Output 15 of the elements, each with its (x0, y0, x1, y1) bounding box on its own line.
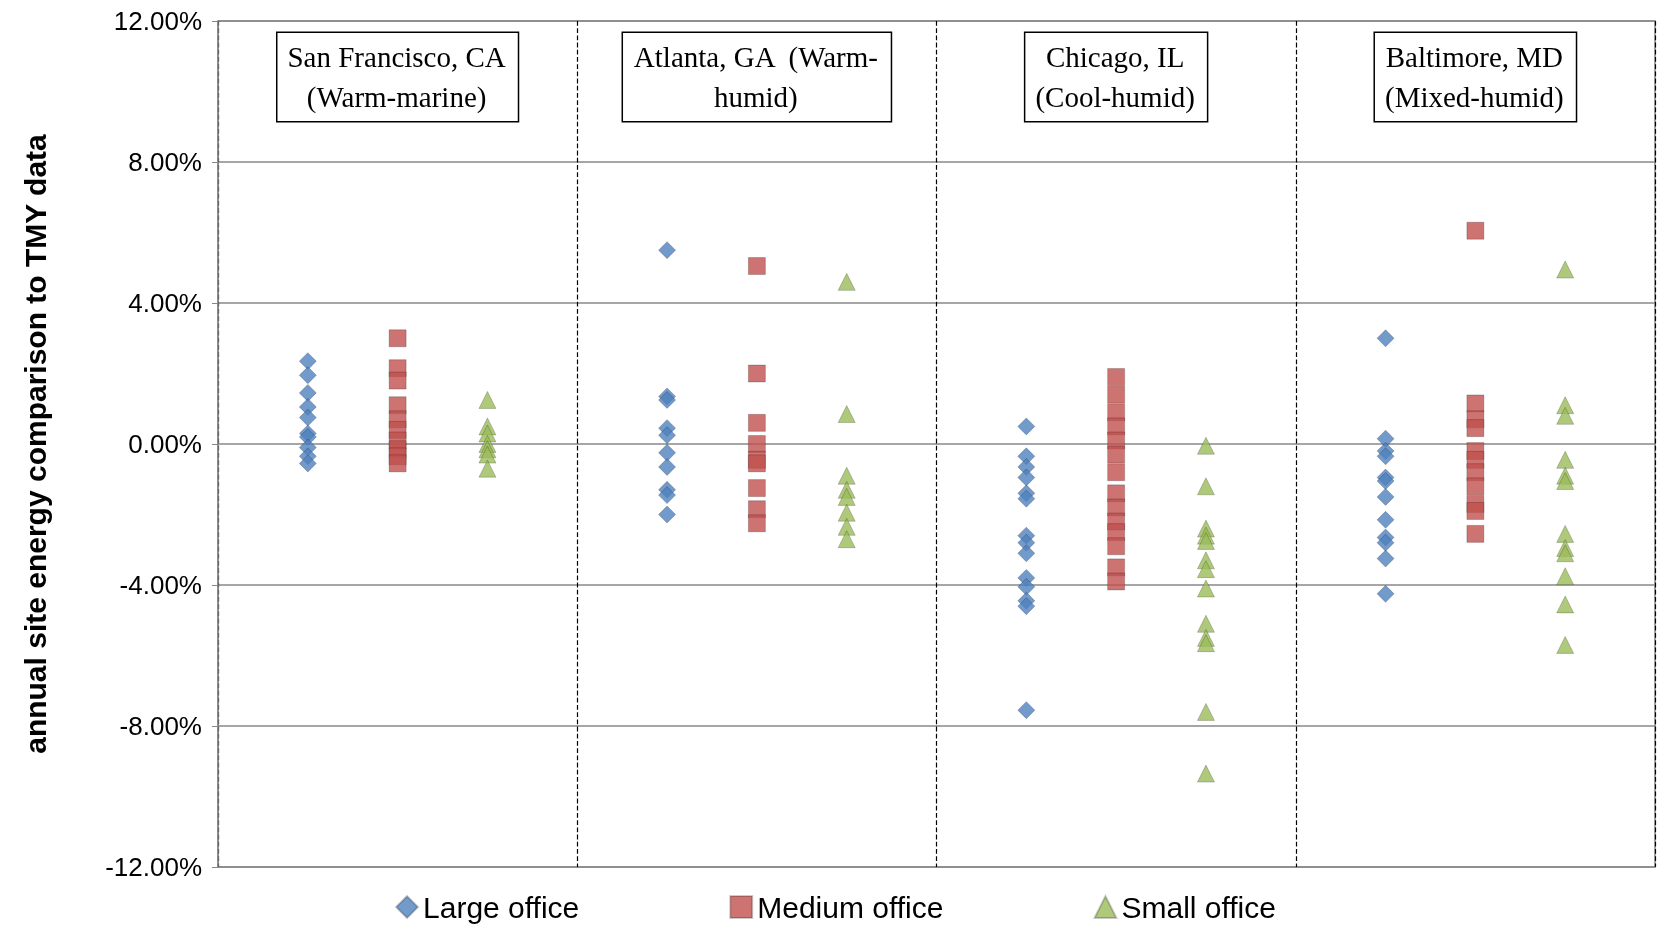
x-tick-label: Atlanta, GA (Warm- humid) (633, 41, 878, 114)
y-axis-title: annual site energy comparison to TMY data (18, 133, 52, 754)
y-tick-label: 0.00% (128, 429, 202, 459)
y-tick-label: -12.00% (105, 852, 202, 882)
legend-label: Large office (423, 890, 580, 924)
x-tick-label: Baltimore, MD (Mixed-humid) (1384, 41, 1564, 114)
y-tick-label: 8.00% (128, 147, 202, 177)
x-tick-label: Chicago, IL (Cool-humid) (1035, 41, 1195, 114)
y-tick-label: -8.00% (119, 711, 202, 741)
legend-label: Small office (1121, 890, 1276, 924)
legend-label: Medium office (757, 890, 944, 924)
y-tick-label: -4.00% (119, 570, 202, 600)
y-tick-label: 4.00% (128, 288, 202, 318)
x-tick-label: San Francisco, CA (Warm-marine) (287, 41, 506, 114)
y-tick-label: 12.00% (113, 6, 202, 36)
